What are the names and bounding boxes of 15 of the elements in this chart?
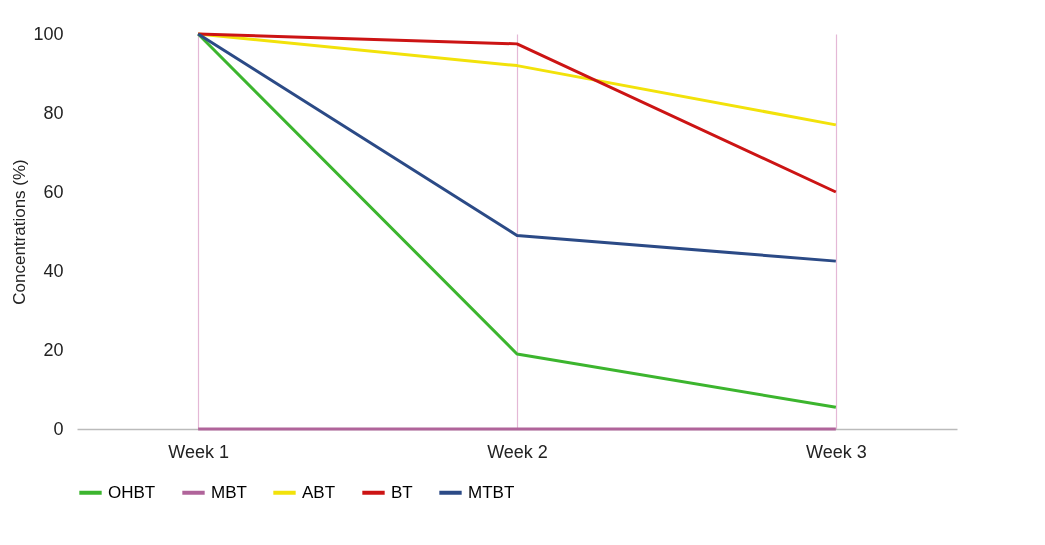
y-tick-label: 40: [43, 260, 64, 281]
y-tick-label: 100: [33, 23, 64, 44]
x-tick-label: Week 3: [805, 441, 867, 462]
y-tick-label: 0: [53, 418, 64, 439]
y-tick-label: 80: [43, 102, 64, 123]
x-tick-label: Week 2: [487, 441, 548, 462]
legend-label: OHBT: [108, 482, 156, 502]
y-tick-label: 20: [43, 339, 64, 360]
legend-label: BT: [391, 482, 413, 502]
legend-label: ABT: [302, 482, 336, 502]
legend-label: MBT: [211, 482, 247, 502]
x-tick-label: Week 1: [168, 441, 230, 462]
y-tick-label: 60: [43, 181, 64, 202]
y-axis-title: Concentrations (%): [10, 159, 30, 305]
legend-label: MTBT: [468, 482, 515, 502]
